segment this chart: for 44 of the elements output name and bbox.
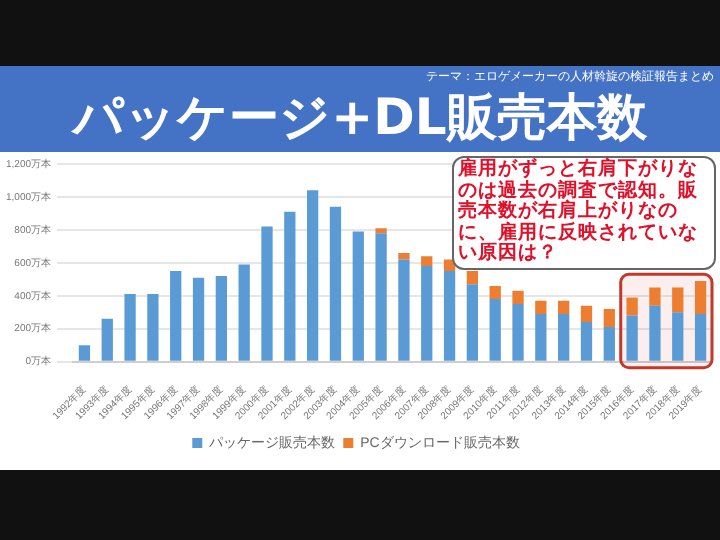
- bar: [512, 290, 524, 304]
- bar: [649, 287, 661, 306]
- bar: [489, 285, 501, 300]
- bar: [398, 252, 410, 260]
- bar: [398, 259, 410, 361]
- bar: [580, 305, 593, 323]
- annotation: 雇用がずっと右肩下がりなのは過去の調査で認知。販売本数が右肩上がりなのに、雇用に反映されていない原因は？: [452, 156, 716, 269]
- bar: [558, 313, 570, 361]
- bar: [535, 313, 547, 361]
- bar: [375, 233, 387, 361]
- bar: [694, 280, 707, 314]
- bar: [466, 271, 479, 285]
- bar: [147, 294, 159, 361]
- bar: [78, 345, 91, 361]
- bar: [306, 190, 319, 361]
- bar: [124, 294, 136, 361]
- bar: [215, 276, 228, 361]
- bar: [603, 308, 615, 328]
- bar: [694, 313, 707, 361]
- bar: [649, 305, 661, 361]
- bar: [626, 297, 638, 316]
- bar: [603, 327, 615, 361]
- bar: [558, 300, 570, 314]
- bar: [238, 264, 250, 361]
- chart-title: パッケージ+DL販売本数: [69, 88, 649, 146]
- bar: [626, 315, 638, 361]
- bar: [512, 304, 524, 361]
- bar: [261, 226, 273, 361]
- bar: [329, 206, 342, 361]
- bar: [443, 271, 456, 361]
- bar: [192, 277, 205, 361]
- bar: [101, 318, 113, 361]
- bar: [672, 287, 684, 313]
- bar: [421, 266, 433, 361]
- bar: [535, 300, 547, 314]
- bar: [352, 231, 364, 361]
- bar: [284, 211, 296, 361]
- bar: [466, 284, 479, 361]
- bar: [672, 312, 684, 361]
- bar: [421, 256, 433, 267]
- bar: [489, 299, 501, 361]
- bar: [170, 271, 182, 361]
- bar: [580, 322, 593, 361]
- bar: [375, 228, 387, 234]
